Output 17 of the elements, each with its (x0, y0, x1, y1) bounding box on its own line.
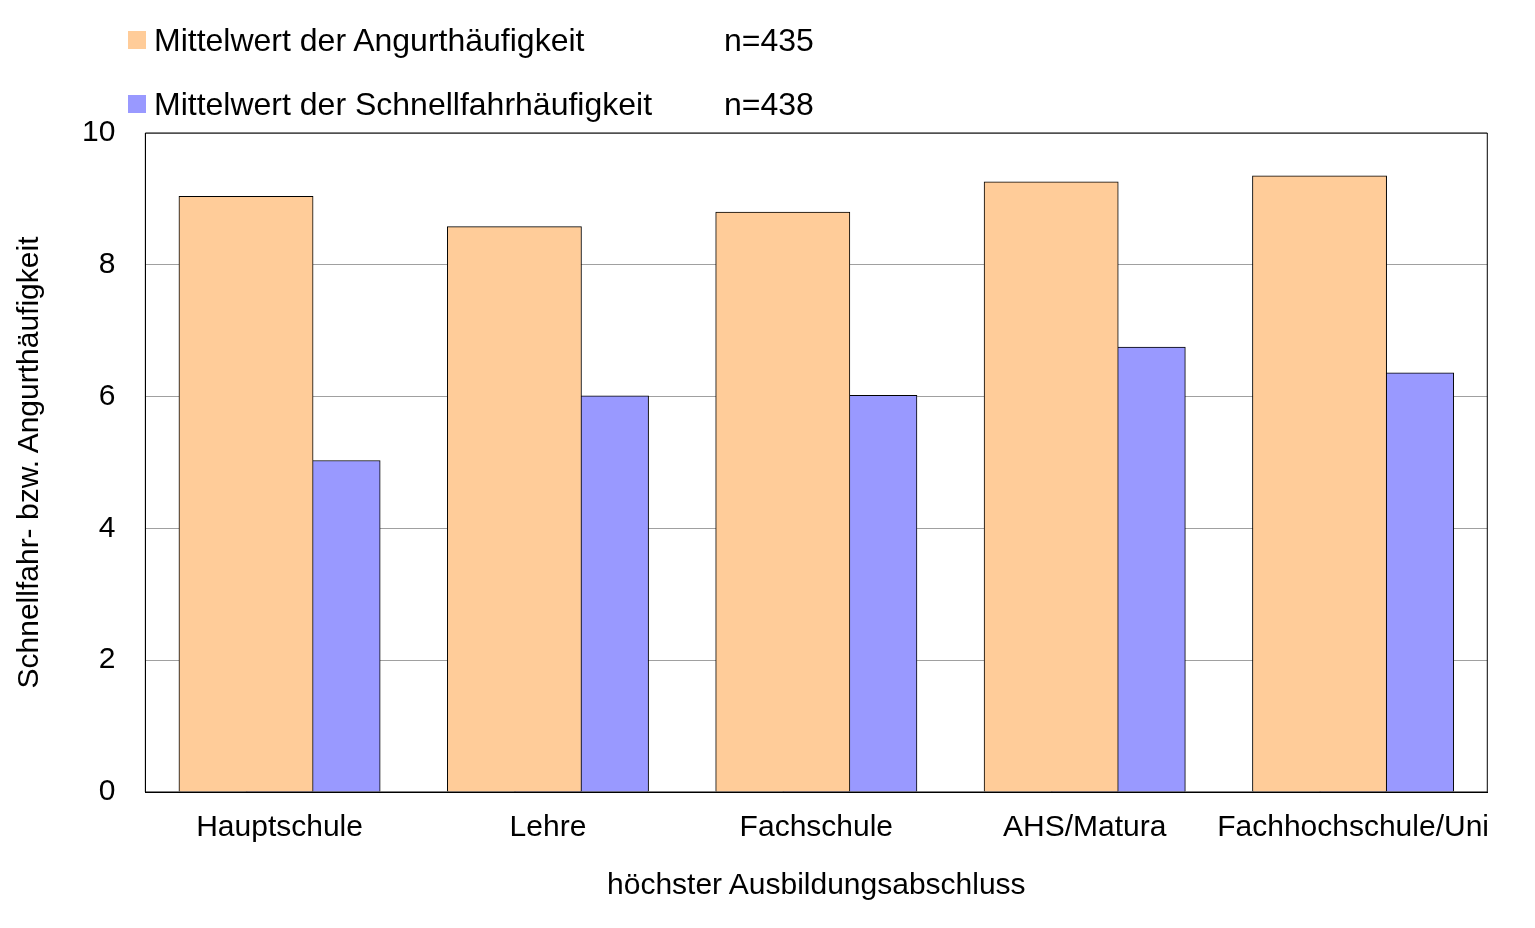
text: n=438 (724, 85, 814, 123)
legend-label: Mittelwert der Angurthäufigkeit (154, 21, 586, 59)
x-tick-label: Fachhochschule/Uni (1217, 809, 1490, 843)
x-axis-title: höchster Ausbildungsabschluss (607, 867, 1026, 901)
x-tick-label: AHS/Matura (1003, 809, 1167, 843)
y-tick-label: 6 (98, 377, 116, 411)
legend-label: Mittelwert der Schnellfahrhäufigkeit (154, 85, 653, 123)
y-tick-label: 4 (98, 509, 116, 543)
y-tick-label: 0 (98, 773, 116, 807)
y-tick-label: 8 (98, 246, 116, 280)
y-tick-label: 2 (98, 641, 116, 675)
y-axis-title: Schnellfahr- bzw. Angurthäufigkeit (11, 235, 45, 689)
x-tick-label: Hauptschule (196, 809, 363, 843)
y-tick-label: 10 (81, 114, 116, 148)
x-tick-label: Fachschule (739, 809, 894, 843)
text: n=435 (724, 21, 814, 59)
x-tick-label: Lehre (509, 809, 587, 843)
